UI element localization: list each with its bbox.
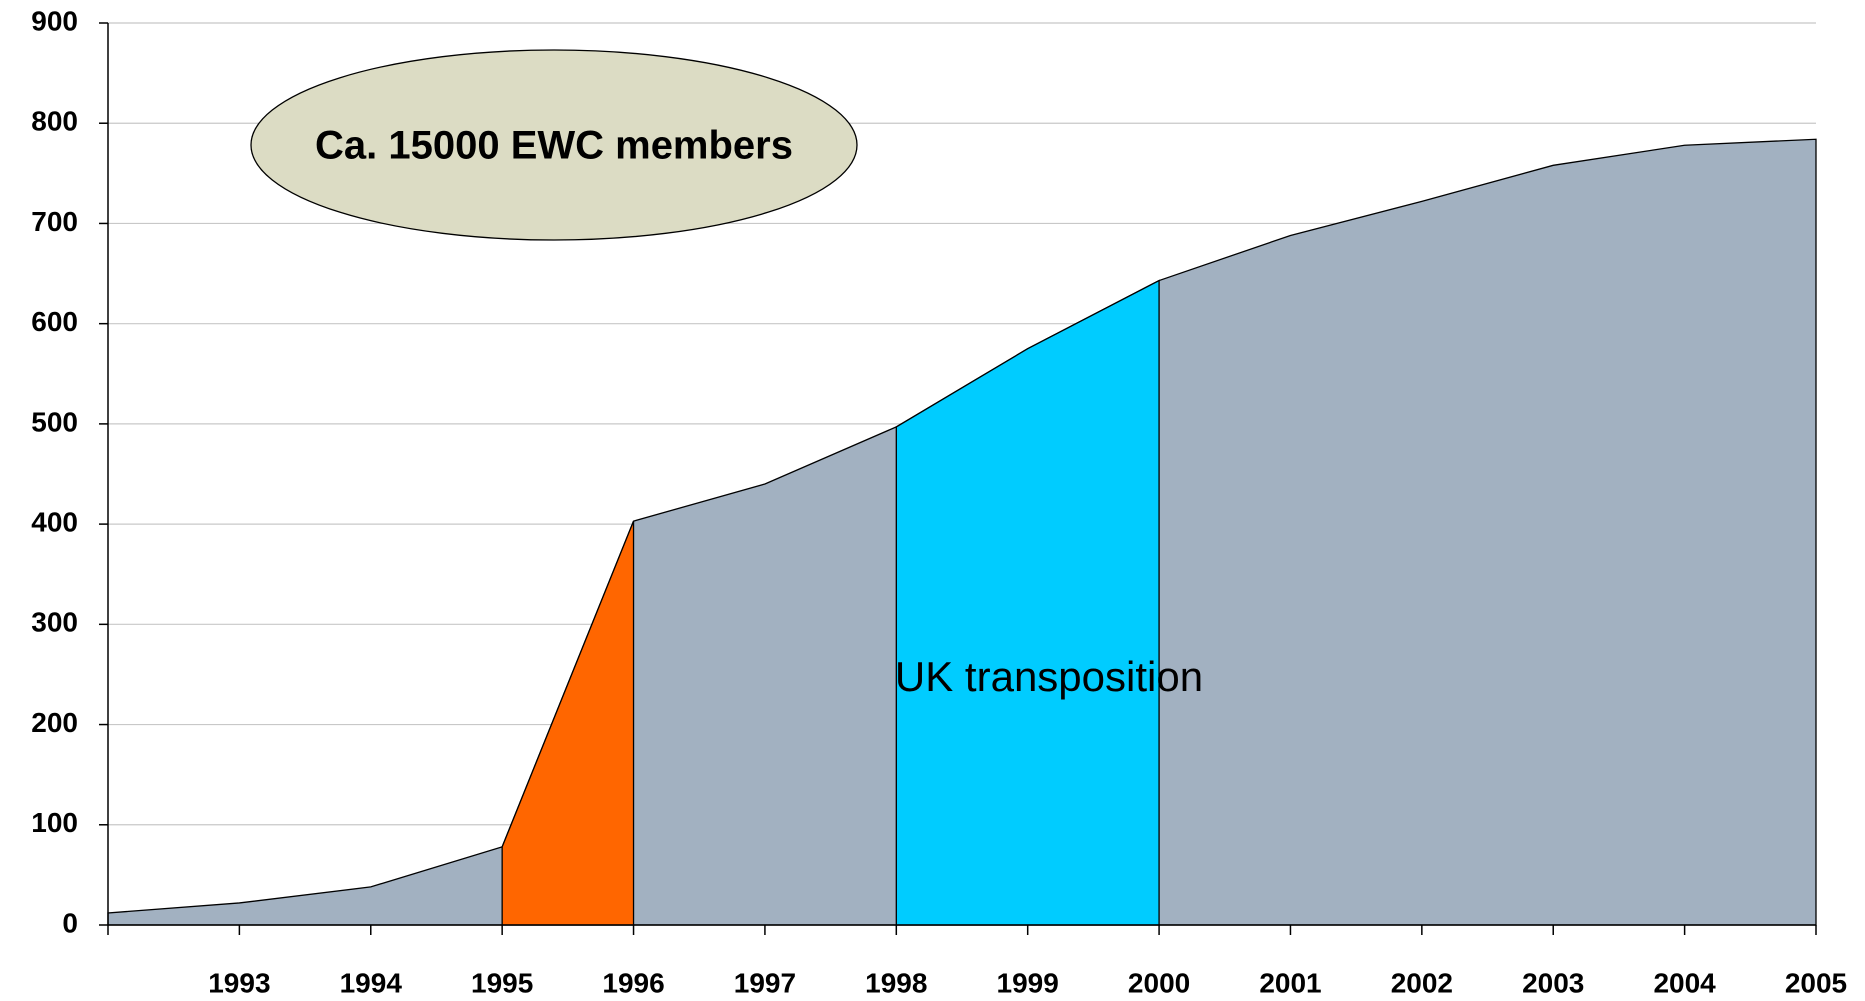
x-tick-label: 2004 <box>1653 967 1716 998</box>
y-tick-label: 100 <box>31 807 78 838</box>
y-tick-label: 200 <box>31 707 78 738</box>
x-tick-label: 1993 <box>208 967 270 998</box>
annotation: Ca. 15000 EWC members <box>315 124 793 168</box>
x-tick-label: 2000 <box>1128 967 1190 998</box>
y-tick-label: 0 <box>62 907 78 938</box>
x-tick-label: 1999 <box>997 967 1059 998</box>
x-tick-label: 1998 <box>865 967 927 998</box>
x-tick-label: 1995 <box>471 967 533 998</box>
y-tick-label: 500 <box>31 406 78 437</box>
y-tick-label: 600 <box>31 306 78 337</box>
x-tick-label: 2002 <box>1391 967 1453 998</box>
x-tick-label: 1997 <box>734 967 796 998</box>
x-tick-label: 2003 <box>1522 967 1584 998</box>
x-tick-label: 2001 <box>1259 967 1321 998</box>
annotation-bubble <box>250 49 858 241</box>
y-tick-label: 400 <box>31 507 78 538</box>
y-tick-label: 900 <box>31 5 78 36</box>
x-tick-label: 1996 <box>602 967 664 998</box>
y-tick-label: 700 <box>31 206 78 237</box>
x-tick-label: 2005 <box>1785 967 1847 998</box>
annotation: UK transposition <box>895 653 1203 700</box>
y-tick-label: 300 <box>31 607 78 638</box>
highlight-area <box>501 520 635 926</box>
highlight-area <box>895 279 1160 926</box>
x-tick-label: 1994 <box>340 967 403 998</box>
y-tick-label: 800 <box>31 106 78 137</box>
